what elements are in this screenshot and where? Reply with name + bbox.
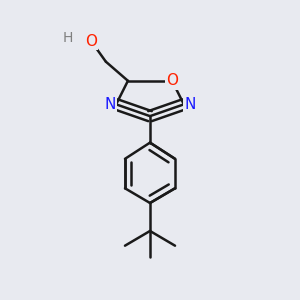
Text: O: O xyxy=(166,73,178,88)
Text: O: O xyxy=(85,34,97,49)
Text: N: N xyxy=(184,97,195,112)
Text: H: H xyxy=(62,31,73,45)
Text: N: N xyxy=(105,97,116,112)
